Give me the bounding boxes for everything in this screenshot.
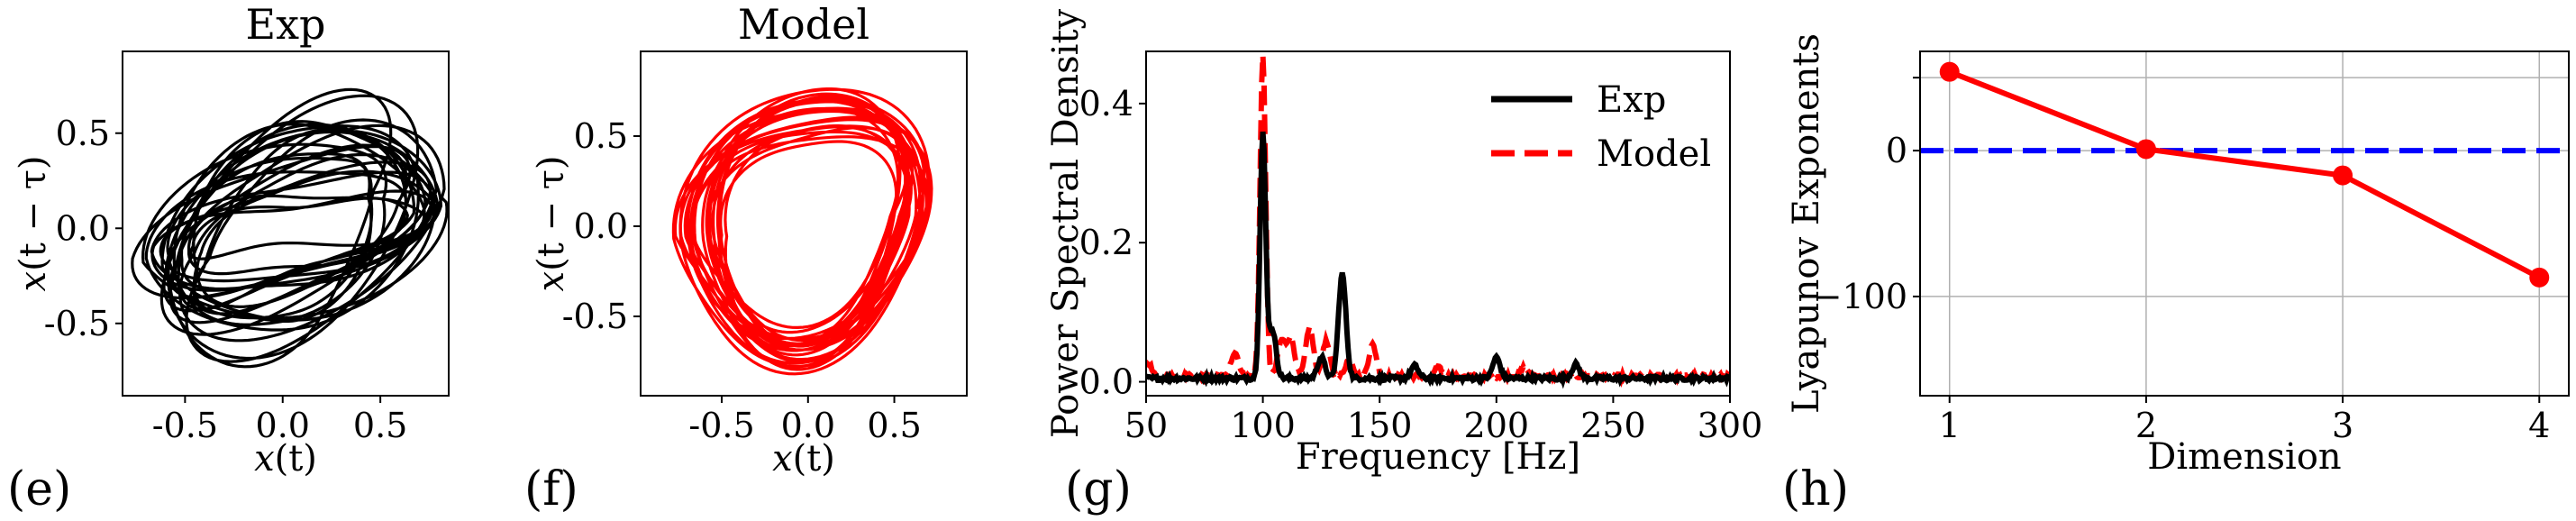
- lyapunov-line: [1948, 69, 2541, 280]
- lyapunov-point: [2529, 267, 2550, 288]
- panel-g-ylabel: Power Spectral Density: [1045, 8, 1087, 438]
- panel-g-yticks: 0.0 0.2 0.4: [1079, 84, 1146, 402]
- panel-h-series: [1939, 61, 2550, 288]
- panel-e-xticks: -0.5 0.0 0.5: [152, 396, 407, 445]
- panel-f-ytick-label: -0.5: [562, 297, 628, 336]
- panel-f-xtick-label: -0.5: [688, 406, 754, 445]
- panel-f-yticks: -0.5 0.0 0.5: [562, 116, 641, 336]
- panel-e-label: (e): [7, 462, 71, 516]
- lyapunov-point: [2135, 139, 2156, 160]
- panel-h-grid: [1920, 51, 2569, 396]
- panel-f-xlabel: x(t): [772, 438, 835, 480]
- panel-g-xtick-label: 150: [1347, 406, 1413, 445]
- panel-e-frame: [122, 50, 450, 397]
- panel-h-ytick-label: −100: [1814, 277, 1907, 316]
- panel-h-frame: [1919, 50, 2570, 397]
- panel-f-ytick-label: 0.5: [574, 116, 628, 156]
- lyapunov-point: [2333, 165, 2353, 186]
- panel-e-yticks: -0.5 0.0 0.5: [44, 114, 123, 343]
- panel-f-xtick-label: 0.5: [867, 406, 921, 445]
- panel-h-xlabel: Dimension: [2147, 436, 2341, 478]
- panel-h-ytick-label: 0: [1886, 131, 1907, 170]
- panel-e-xlabel: x(t): [254, 438, 317, 480]
- legend-exp-label: Exp: [1597, 79, 1666, 121]
- panel-e-ytick-label: -0.5: [44, 304, 110, 343]
- panel-h-xtick-label: 1: [1939, 406, 1961, 445]
- panel-g-legend: Exp Model: [1491, 79, 1711, 175]
- panel-h-xtick-label: 4: [2528, 406, 2550, 445]
- panel-e-attractor-line: [131, 87, 449, 369]
- panel-h-xticks: 1 2 3 4: [1939, 396, 2550, 445]
- panel-e-xtick-label: 0.5: [353, 406, 407, 445]
- panel-g-xtick-label: 250: [1580, 406, 1646, 445]
- panel-g-xtick-label: 100: [1230, 406, 1296, 445]
- panel-h-xtick-label: 3: [2332, 406, 2353, 445]
- panel-g: 50 100 150 200 250 300 0.0 0.2 0.4 Frequency [H…: [1045, 8, 1762, 516]
- panel-f-xtick-label: 0.0: [781, 406, 835, 445]
- panel-e-xtick-label: -0.5: [152, 406, 218, 445]
- panel-e-xtick-label: 0.0: [256, 406, 310, 445]
- panel-f-attractor-line: [671, 87, 933, 376]
- panel-f-frame: [640, 50, 968, 397]
- panel-g-xlabel: Frequency [Hz]: [1296, 436, 1580, 478]
- panel-g-xtick-label: 200: [1464, 406, 1530, 445]
- panel-h-label: (h): [1782, 462, 1849, 516]
- panel-g-xticks: 50 100 150 200 250 300: [1124, 396, 1762, 445]
- panel-f: Model -0.5 0.0 0.5 -0.5 0.0 0.5 x(t) x(t − τ…: [524, 0, 968, 516]
- panel-f-xticks: -0.5 0.0 0.5: [688, 396, 922, 445]
- panel-e-ytick-label: 0.0: [56, 208, 110, 248]
- lyapunov-point: [1939, 61, 1960, 82]
- panel-f-title: Model: [738, 0, 869, 49]
- panel-h-xtick-label: 2: [2135, 406, 2157, 445]
- panel-g-series: [1146, 54, 1730, 389]
- panel-e-ylabel: x(t − τ): [13, 156, 54, 292]
- panel-f-ylabel: x(t − τ): [531, 156, 572, 292]
- panel-e-ytick-label: 0.5: [56, 114, 110, 153]
- panel-g-ytick-label: 0.4: [1079, 84, 1133, 123]
- panel-h-ylabel: Lyapunov Exponents: [1786, 33, 1827, 414]
- panel-e: Exp -0.5 0.0 0.5 -0.50.00.5 x(t) x(t − τ) …: [7, 0, 450, 516]
- panel-g-ytick-label: 0.0: [1079, 362, 1133, 402]
- panel-e-trajectory: [131, 87, 449, 369]
- panel-e-title: Exp: [246, 0, 326, 49]
- series-exp-line: [1146, 131, 1730, 389]
- panel-g-xtick-label: 50: [1124, 406, 1168, 445]
- legend-model-label: Model: [1597, 133, 1711, 175]
- panel-g-ytick-label: 0.2: [1079, 223, 1133, 262]
- panel-g-xtick-label: 300: [1698, 406, 1763, 445]
- panel-h-yticks: −100 0: [1814, 77, 1920, 316]
- panel-f-label: (f): [524, 462, 578, 516]
- panel-f-ytick-label: 0.0: [574, 206, 628, 246]
- panel-g-frame: [1145, 50, 1731, 397]
- panel-g-label: (g): [1065, 462, 1132, 516]
- panel-f-trajectory: [671, 87, 933, 376]
